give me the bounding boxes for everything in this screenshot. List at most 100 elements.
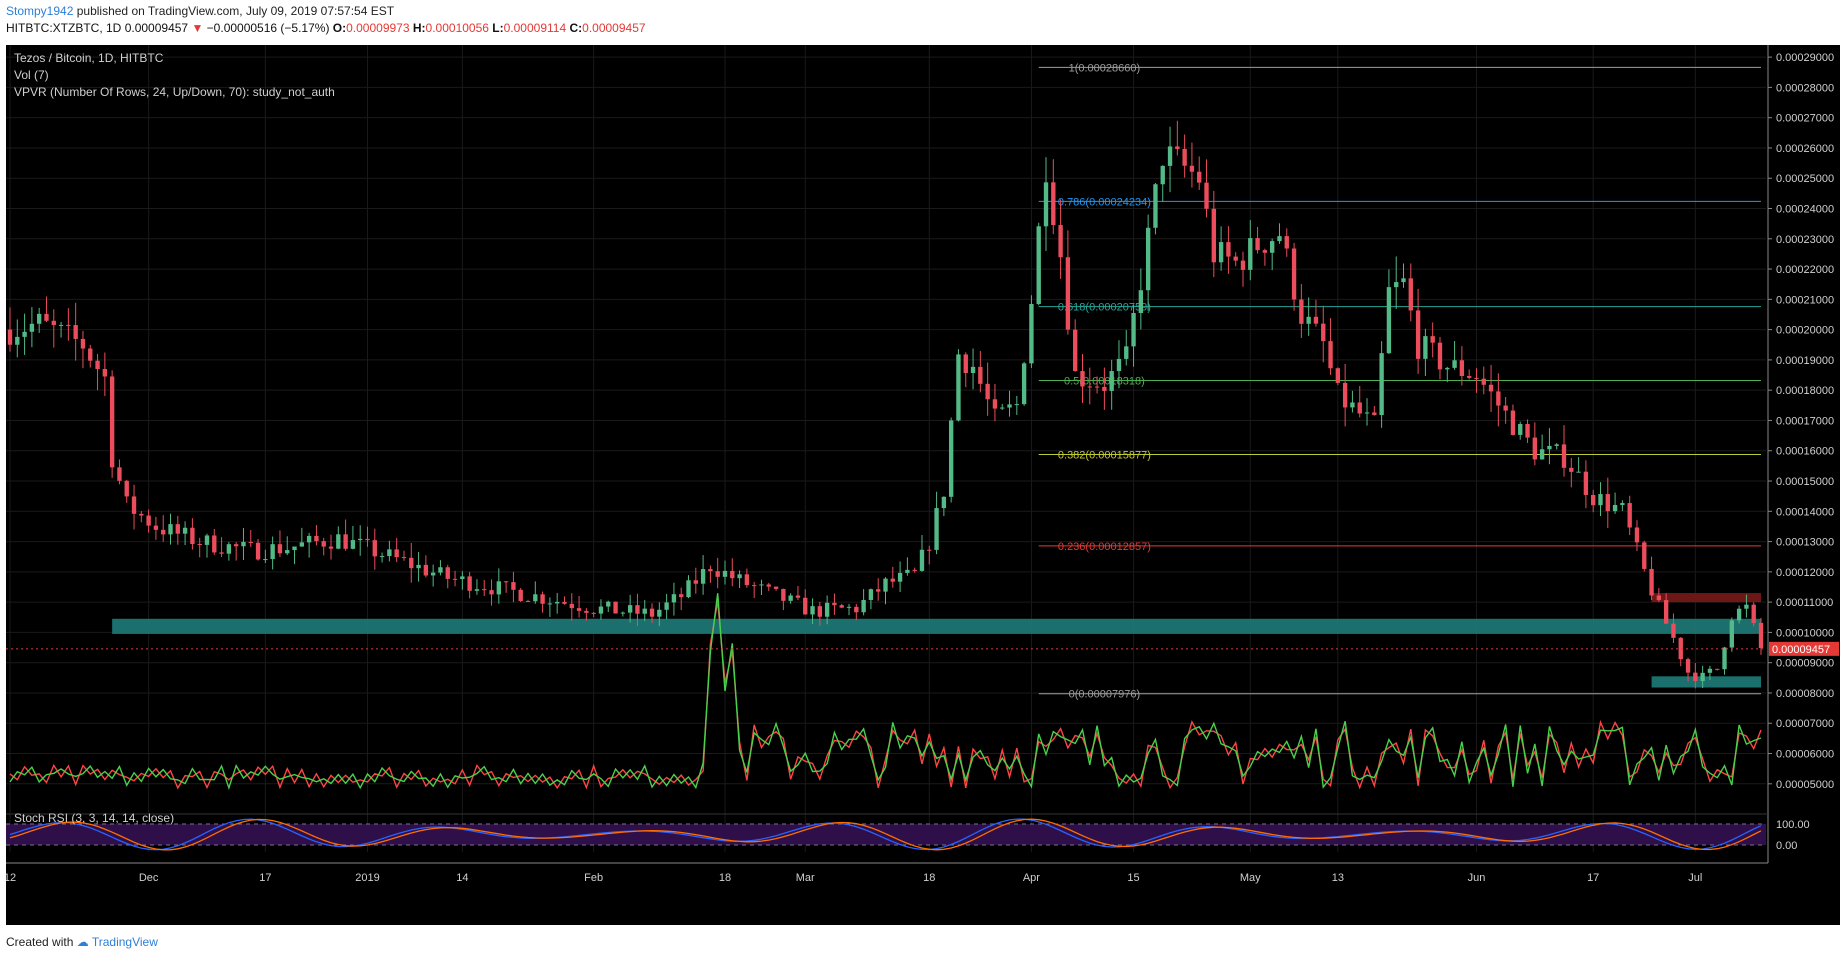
candle-body — [569, 603, 574, 609]
stoch-level-label: 100.00 — [1776, 819, 1810, 831]
candle-body — [365, 538, 370, 541]
candle-body — [482, 589, 487, 591]
candle-body — [248, 541, 253, 543]
candle-body — [897, 572, 903, 582]
candle-body — [292, 546, 297, 551]
candle-body — [1758, 622, 1764, 649]
candle-body — [233, 544, 239, 547]
candle-body — [204, 535, 210, 545]
candle-body — [1204, 182, 1209, 209]
current-price-label: 0.00009457 — [1772, 644, 1830, 656]
candle-body — [1605, 494, 1610, 512]
candle-body — [161, 529, 166, 535]
candle-body — [1364, 412, 1370, 414]
candle-body — [715, 571, 720, 577]
candle-body — [22, 331, 27, 337]
candle-body — [328, 546, 334, 549]
candle-body — [1248, 238, 1253, 270]
candle-body — [1466, 375, 1472, 378]
candle-body — [102, 368, 108, 377]
candle-body — [263, 559, 268, 561]
candle-body — [1175, 146, 1180, 149]
candle-body — [321, 541, 326, 547]
candle-body — [635, 605, 640, 614]
candle-body — [409, 557, 414, 569]
candle-body — [1313, 316, 1319, 324]
candle-body — [117, 467, 122, 481]
candle-body — [1182, 148, 1187, 166]
candle-body — [430, 572, 436, 576]
x-tick-label: 2019 — [355, 872, 379, 884]
candle-body — [358, 538, 363, 541]
candle-body — [1145, 227, 1151, 291]
y-tick-label: 0.00006000 — [1776, 749, 1834, 761]
candle-body — [627, 605, 633, 613]
volume-lines — [9, 593, 1762, 791]
candle-body — [80, 338, 86, 349]
candle-body — [1539, 449, 1545, 460]
y-tick-label: 0.00011000 — [1776, 597, 1833, 609]
candle-body — [854, 606, 859, 613]
candle-body — [1029, 303, 1034, 364]
y-tick-label: 0.00023000 — [1776, 234, 1834, 246]
candle-body — [1627, 503, 1632, 528]
candle-body — [562, 601, 567, 604]
chart-panel[interactable]: 1(0.00028660) 0.786(0.00024234) 0.618(0.00… — [6, 45, 1840, 925]
open-value: 0.00009973 — [346, 21, 410, 35]
y-tick-label: 0.00016000 — [1776, 446, 1834, 458]
candle-body — [1663, 600, 1669, 624]
candle-body — [1554, 444, 1559, 446]
volume-line-up — [9, 593, 1762, 791]
open-label: O: — [332, 21, 347, 35]
candle-body — [817, 606, 823, 617]
x-tick-label: 13 — [1332, 872, 1344, 884]
candle-body — [1503, 405, 1508, 411]
x-tick-label: Mar — [796, 872, 815, 884]
candle-body — [15, 336, 20, 345]
candle-body — [518, 589, 523, 601]
candle-body — [1722, 647, 1727, 670]
candle-body — [1569, 467, 1574, 472]
candle-body — [934, 508, 939, 550]
candle-body — [1445, 367, 1450, 370]
tradingview-logo-icon[interactable]: ☁ — [76, 935, 89, 949]
candle-body — [555, 601, 560, 604]
candle-body — [1474, 377, 1479, 379]
candle-body — [1124, 346, 1129, 359]
candle-body — [314, 535, 319, 542]
stoch-k-line — [9, 818, 1762, 851]
candle-body — [197, 543, 202, 545]
candle-body — [832, 602, 837, 606]
tradingview-link[interactable]: TradingView — [91, 935, 158, 949]
candle-body — [1715, 668, 1720, 670]
fib-label: 0(0.00007976) — [1069, 689, 1141, 701]
candle-body — [1269, 241, 1275, 253]
candle-body — [37, 313, 42, 324]
volume-line-down — [9, 601, 1762, 790]
y-tick-label: 0.00019000 — [1776, 355, 1834, 367]
candle-body — [241, 541, 246, 547]
candle-body — [730, 570, 735, 579]
candle-body — [751, 585, 757, 587]
candle-body — [1328, 341, 1333, 369]
candle-body — [1051, 182, 1056, 226]
author-link[interactable]: Stompy1942 — [6, 4, 74, 18]
candle-body — [1656, 595, 1662, 601]
candle-body — [255, 542, 261, 560]
candle-body — [1357, 402, 1362, 414]
candle-body — [1197, 171, 1202, 183]
y-tick-label: 0.00021000 — [1776, 294, 1834, 306]
candle-body — [1423, 336, 1428, 359]
price-chart[interactable]: 1(0.00028660) 0.786(0.00024234) 0.618(0.00… — [6, 45, 1840, 925]
stoch-d-line — [9, 818, 1762, 851]
candle-body — [1518, 424, 1523, 435]
candle-body — [919, 549, 925, 571]
candle-body — [1218, 242, 1224, 263]
candle-body — [1729, 620, 1734, 648]
legend-title: Tezos / Bitcoin, 1D, HITBTC — [14, 51, 164, 65]
candle-body — [1102, 386, 1107, 391]
candle-body — [1642, 542, 1647, 569]
published-text: published on TradingView.com, July 09, 2… — [76, 4, 395, 18]
candle-body — [1189, 165, 1195, 172]
candle-body — [1284, 236, 1289, 249]
